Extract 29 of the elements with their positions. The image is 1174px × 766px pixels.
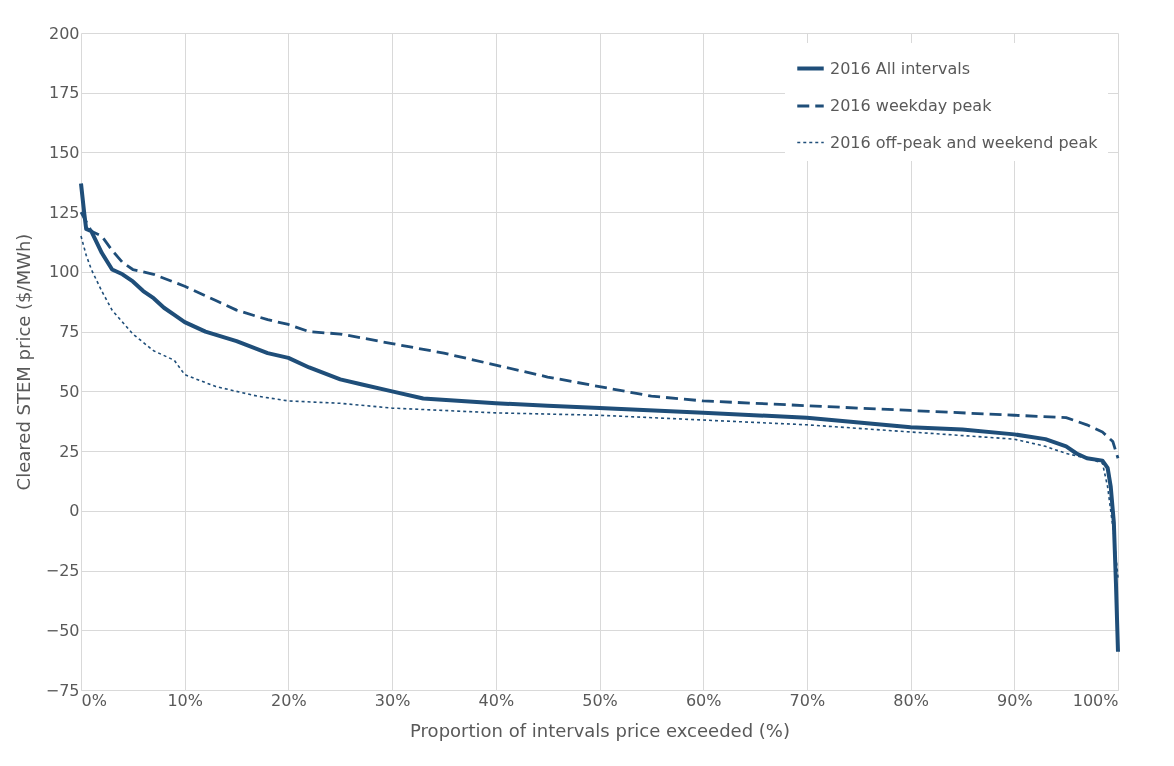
- legend-label: 2016 weekday peak: [830, 96, 993, 115]
- y-tick-label: −75: [45, 680, 80, 700]
- x-tick-label: 70%: [789, 690, 826, 710]
- y-tick-label: 100: [48, 262, 80, 282]
- y-tick-label: −50: [45, 620, 80, 640]
- y-tick-label: 0: [69, 501, 80, 521]
- y-tick-label: 75: [59, 322, 80, 342]
- y-tick-label: 175: [48, 83, 80, 103]
- y-tick-label: 25: [59, 441, 80, 461]
- x-tick-label: 30%: [374, 690, 411, 710]
- x-tick-label: 90%: [997, 690, 1033, 710]
- y-tick-label: 150: [48, 142, 80, 162]
- x-tick-label: 100%: [1072, 690, 1119, 710]
- y-axis-title: Cleared STEM price ($/MWh): [12, 233, 34, 491]
- x-tick-label: 10%: [167, 690, 203, 710]
- line-series: [79, 181, 1120, 654]
- legend-label: 2016 off-peak and weekend peak: [830, 132, 1099, 152]
- x-tick-label: 40%: [478, 690, 515, 710]
- x-tick-label: 20%: [271, 690, 307, 710]
- y-tick-label: 125: [48, 202, 80, 222]
- x-tick-label: 60%: [685, 690, 722, 710]
- y-tick-label: −25: [45, 561, 80, 581]
- legend-label: 2016 All intervals: [830, 58, 971, 78]
- x-tick-label: 50%: [582, 690, 618, 710]
- x-tick-label: 0%: [81, 690, 107, 710]
- y-tick-label: 50: [59, 381, 80, 401]
- y-tick-label: 200: [48, 23, 80, 43]
- x-axis-title: Proportion of intervals price exceeded (%): [410, 719, 790, 741]
- x-tick-label: 80%: [893, 690, 929, 710]
